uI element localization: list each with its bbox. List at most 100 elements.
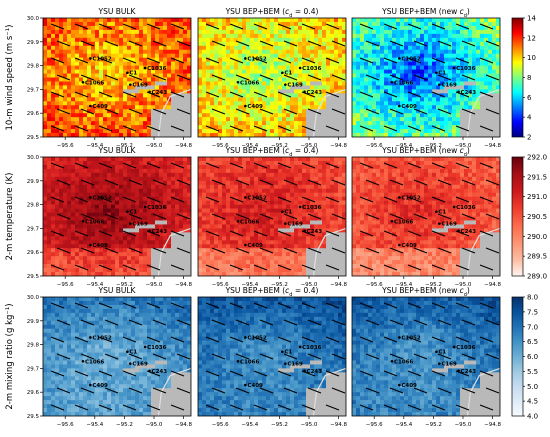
- x-tick-label: −95.2: [425, 282, 442, 288]
- y-tick-label: 29.9: [27, 319, 40, 325]
- colorbar-0: 14 12 10 8 6 4 2: [511, 15, 536, 142]
- station-label-C1052: C1052: [247, 195, 267, 201]
- station-marker: [452, 66, 456, 70]
- colorbar-1: 292.0 291.5 291.0 290.5 290.0 289.5 289.0: [511, 154, 547, 281]
- colorbar-tick-label: 6.5: [527, 338, 538, 346]
- station-label-C243: C243: [152, 369, 168, 375]
- station-label-C1052: C1052: [92, 195, 112, 201]
- station-marker: [452, 345, 456, 349]
- station-label-C1066: C1066: [240, 219, 260, 225]
- station-label-C1066: C1066: [394, 219, 414, 225]
- x-tick-label: −95.2: [271, 143, 288, 149]
- x-tick-label: −95.4: [241, 282, 258, 288]
- station-marker: [303, 229, 306, 233]
- station-label-C1: C1: [438, 71, 446, 77]
- x-tick-label: −95.0: [301, 422, 318, 428]
- station-label-C243: C243: [461, 229, 477, 235]
- x-tick-label: −94.8: [175, 422, 192, 428]
- y-tick-label: 30.0: [27, 295, 40, 301]
- station-label-C243: C243: [461, 90, 477, 96]
- station-label-C1052: C1052: [92, 56, 112, 62]
- station-marker: [398, 336, 401, 339]
- colorbar-tick-label: 12: [527, 34, 536, 42]
- station-marker: [89, 104, 92, 108]
- station-label-C169: C169: [132, 83, 148, 89]
- x-tick-label: −94.8: [175, 282, 192, 288]
- station-marker: [398, 243, 401, 247]
- x-tick-label: −95.0: [301, 282, 318, 288]
- station-marker: [284, 83, 287, 86]
- station-marker: [281, 210, 284, 214]
- station-label-C1066: C1066: [85, 80, 105, 86]
- x-tick-label: −95.6: [366, 422, 383, 428]
- colorbar-tick-label: 289.5: [527, 253, 547, 261]
- station-label-C1: C1: [438, 350, 446, 356]
- station-label-C1036: C1036: [147, 345, 167, 351]
- colorbar-tick-label: 4: [527, 114, 532, 122]
- colorbar-tick-label: 5.0: [527, 383, 538, 391]
- panel-r0-c1: YSU BEP+BEM (cd = 0.4) C1052 C1036 C1 C1066 C…: [197, 7, 348, 149]
- colorbar-tick-label: 291.5: [527, 173, 547, 181]
- station-label-C1: C1: [284, 210, 292, 216]
- panel-title: YSU BULK: [98, 7, 137, 16]
- station-marker: [244, 336, 247, 339]
- y-tick-label: 29.6: [27, 111, 40, 117]
- x-tick-label: −95.4: [241, 143, 258, 149]
- station-marker: [390, 80, 394, 84]
- x-tick-label: −95.6: [212, 422, 229, 428]
- x-tick-label: −95.0: [455, 282, 472, 288]
- panel-r0-c0: YSU BULK C1052 C1036 C1 C1066 C169 C243 C409 29.…: [27, 7, 193, 149]
- x-tick-label: −95.6: [212, 282, 229, 288]
- station-marker: [81, 219, 85, 223]
- y-tick-label: 29.6: [27, 390, 40, 396]
- colorbar-tick-label: 4.0: [527, 413, 538, 421]
- station-marker: [281, 350, 284, 354]
- station-label-C169: C169: [287, 222, 303, 228]
- station-marker: [129, 222, 132, 225]
- station-marker: [129, 362, 132, 365]
- x-tick-label: −95.4: [395, 422, 412, 428]
- x-tick-label: −95.0: [455, 143, 472, 149]
- station-label-C1: C1: [438, 210, 446, 216]
- x-tick-label: −95.2: [116, 143, 133, 149]
- station-label-C1: C1: [284, 71, 292, 77]
- colorbar-tick-label: 5.5: [527, 368, 538, 376]
- x-tick-label: −95.0: [301, 143, 318, 149]
- station-marker: [398, 383, 401, 387]
- heatmap: [198, 297, 346, 416]
- heatmap: [43, 297, 191, 416]
- x-tick-label: −95.4: [395, 282, 412, 288]
- station-label-C1036: C1036: [456, 205, 476, 211]
- y-tick-label: 29.7: [27, 87, 40, 93]
- station-marker: [398, 104, 401, 108]
- panel-title: YSU BULK: [98, 286, 137, 295]
- station-marker: [143, 345, 147, 349]
- station-label-C1066: C1066: [240, 359, 260, 365]
- station-label-C1: C1: [129, 210, 137, 216]
- station-marker: [398, 57, 401, 60]
- station-marker: [89, 196, 92, 199]
- station-label-C1066: C1066: [240, 80, 260, 86]
- wind-vectors: [359, 23, 500, 132]
- y-tick-label: 29.6: [27, 250, 40, 256]
- x-tick-label: −95.2: [116, 282, 133, 288]
- station-label-C409: C409: [401, 383, 417, 389]
- heatmap: [43, 18, 191, 137]
- wind-vectors: [359, 302, 500, 411]
- panel-r2-c1: YSU BEP+BEM (cd = 0.4) C1052 C1036 C1 C1066 C…: [197, 286, 348, 428]
- station-label-C243: C243: [461, 369, 477, 375]
- station-label-C1: C1: [129, 71, 137, 77]
- station-label-C409: C409: [247, 243, 263, 249]
- station-marker: [298, 345, 302, 349]
- station-marker: [435, 71, 438, 75]
- colorbar-tick-label: 290.0: [527, 233, 547, 241]
- station-label-C409: C409: [401, 243, 417, 249]
- station-marker: [89, 336, 92, 339]
- station-marker: [81, 80, 85, 84]
- station-marker: [398, 196, 401, 199]
- station-label-C243: C243: [307, 229, 323, 235]
- station-marker: [438, 222, 441, 225]
- x-tick-label: −95.6: [57, 422, 74, 428]
- wind-vectors: [205, 302, 346, 411]
- station-label-C169: C169: [441, 83, 457, 89]
